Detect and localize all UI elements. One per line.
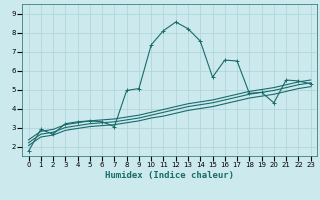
X-axis label: Humidex (Indice chaleur): Humidex (Indice chaleur) [105,171,234,180]
